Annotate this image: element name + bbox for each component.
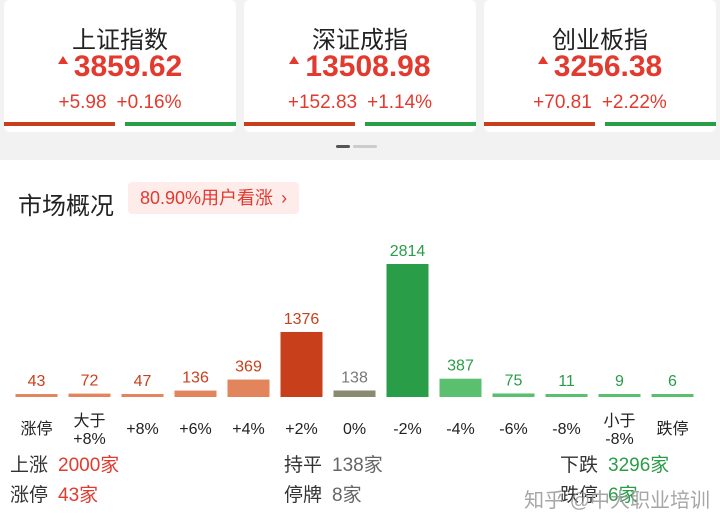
bar-value-label: 11 [558,373,575,390]
stat-limit-down: 跌停 6家 [560,485,638,506]
category-label: -6% [499,421,527,438]
category-label: 涨停 [20,420,52,438]
bar [439,378,482,397]
bar [598,394,641,397]
bar [68,393,111,397]
bar [545,394,588,397]
stat-halt: 停牌 8家 [284,485,362,506]
category-label: +8% [126,421,158,438]
category-label: -8% [552,421,580,438]
index-cards: 上证指数 3859.62 +5.98 +0.16% 深证成指 13508.98 +… [0,0,720,160]
market-overview-panel: 市场概况 80.90%用户看涨 › 43 涨停 72 大于 +8% 47 +8% 136 +6% 3… [0,160,720,519]
stat-flat: 持平 138家 [284,455,383,476]
bar-value-label: 369 [235,359,262,376]
stat-up: 上涨 2000家 [10,455,120,476]
category-label: 0% [343,421,366,438]
index-price: 3256.38 [484,50,716,84]
distribution-chart: 43涨停72大于+8%47+8%136+6%369+4%1376+2%1380%… [15,243,694,448]
bar-value-label: 72 [81,373,99,390]
carousel-indicator[interactable] [336,145,377,148]
bar-value-label: 387 [447,358,474,375]
up-arrow-icon [57,56,68,64]
index-card-cyb[interactable]: 创业板指 3256.38 +70.81 +2.22% [484,0,716,132]
chevron-right-icon: › [281,188,288,208]
stat-down: 下跌 3296家 [560,455,670,476]
index-change: +5.98 +0.16% [58,92,182,113]
category-label: +6% [179,421,211,438]
index-change: +152.83 +1.14% [287,92,433,113]
index-name: 上证指数 [72,27,168,54]
section-title: 市场概况 [18,193,114,220]
category-label: 大于 [73,412,105,430]
bar [15,394,58,397]
bar-value-label: 136 [182,370,209,387]
index-change: +70.81 +2.22% [533,92,667,113]
category-label: +8% [73,431,105,448]
bar [651,394,694,397]
bar-value-label: 47 [134,373,152,390]
watermark: 知乎 @中大职业培训 [524,490,710,512]
index-price: 3859.62 [4,50,236,84]
bar-value-label: 2814 [390,243,426,260]
bar [333,390,376,397]
bar-value-label: 43 [28,373,46,390]
bar [492,393,535,397]
up-down-ratio-bar [244,122,476,126]
bar-value-label: 138 [341,369,368,386]
up-down-ratio-bar [484,122,716,126]
bar-value-label: 75 [505,372,523,389]
category-label: -2% [393,421,421,438]
index-price: 13508.98 [244,50,476,84]
category-label: -8% [605,431,633,448]
bar [174,390,217,397]
bar-value-label: 9 [615,373,624,390]
bar [280,331,323,397]
up-arrow-icon [289,56,300,64]
stat-limit-up: 涨停 43家 [10,485,99,506]
index-name: 深证成指 [312,27,408,54]
up-arrow-icon [537,56,548,64]
bar [386,264,429,397]
index-card-sh[interactable]: 上证指数 3859.62 +5.98 +0.16% [4,0,236,132]
category-label: +4% [232,421,264,438]
sentiment-pill[interactable]: 80.90%用户看涨 › [128,182,300,214]
bar [227,379,270,397]
up-down-ratio-bar [4,122,236,126]
bar-value-label: 1376 [284,311,320,328]
category-label: 小于 [603,412,635,430]
bar-value-label: 6 [668,373,677,390]
category-label: +2% [285,421,317,438]
bar [121,394,164,397]
category-label: 跌停 [656,420,688,438]
index-name: 创业板指 [552,27,648,54]
index-card-sz[interactable]: 深证成指 13508.98 +152.83 +1.14% [244,0,476,132]
category-label: -4% [446,421,474,438]
